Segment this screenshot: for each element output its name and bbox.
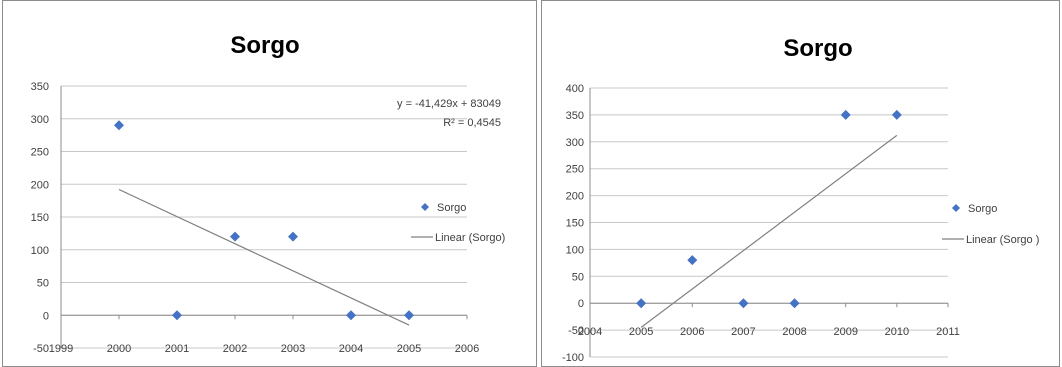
data-point: [230, 231, 240, 242]
x-tick-label: 2007: [731, 326, 755, 338]
legend-marker: [421, 203, 429, 211]
x-tick-label: 2003: [281, 343, 305, 355]
x-tick-label: 2005: [629, 326, 653, 338]
data-point: [636, 298, 647, 309]
chart-title: Sorgo: [230, 32, 299, 59]
y-tick-label: 150: [31, 212, 49, 224]
y-tick-label: 100: [566, 244, 584, 256]
x-tick-label: 2011: [936, 326, 960, 338]
chart-left-svg: Sorgo -50 0 50 100 150 200 250 300 350 1999 2000 200…: [31, 32, 506, 355]
x-tick-label: 2006: [455, 343, 479, 355]
data-point: [891, 109, 902, 120]
data-point: [687, 255, 698, 266]
y-tick-label: 200: [566, 191, 584, 203]
trendline: [640, 134, 898, 328]
y-tick-label: -50: [33, 343, 49, 355]
trendline-r-squared: R² = 0,4545: [443, 117, 501, 129]
y-tick-label: 50: [37, 278, 49, 290]
x-tick-label: 2000: [107, 343, 131, 355]
x-tick-label: 2004: [578, 326, 602, 338]
data-point: [404, 310, 414, 321]
x-tick-label: 2008: [782, 326, 806, 338]
y-tick-label: 100: [31, 245, 49, 257]
data-point: [840, 109, 851, 120]
y-tick-label: 0: [578, 298, 584, 310]
data-point: [738, 298, 749, 309]
data-point: [346, 310, 356, 321]
y-tick-label: 350: [566, 110, 584, 122]
y-tick-label: 200: [31, 179, 49, 191]
y-tick-label: 300: [31, 114, 49, 126]
chart-title: Sorgo: [783, 35, 852, 62]
y-tick-label: 50: [572, 271, 584, 283]
x-tick-label: 2009: [833, 326, 857, 338]
y-tick-label: 250: [31, 147, 49, 159]
legend-label: Sorgo: [437, 202, 466, 214]
x-tick-label: 2010: [885, 326, 909, 338]
y-tick-label: 400: [566, 83, 584, 95]
y-tick-label: 150: [566, 218, 584, 230]
data-point: [288, 231, 298, 242]
x-tick-label: 2002: [223, 343, 247, 355]
chart-panel-right: Sorgo -100 -50 0 50 100 150 200 250 300 350 400 2004…: [541, 0, 1060, 367]
y-tick-label: 0: [43, 310, 49, 322]
x-tick-label: 2001: [165, 343, 189, 355]
chart-panel-left: Sorgo -50 0 50 100 150 200 250 300 350 1999 2000 200…: [2, 0, 537, 367]
y-tick-label: 350: [31, 81, 49, 93]
legend-trendline-label: Linear (Sorgo ): [966, 234, 1039, 246]
data-point: [172, 310, 182, 321]
y-tick-label: -100: [562, 352, 584, 364]
x-tick-label: 2005: [397, 343, 421, 355]
legend-label: Sorgo: [968, 203, 997, 215]
legend-marker: [952, 204, 960, 212]
x-tick-label: 1999: [49, 343, 73, 355]
x-tick-label: 2004: [339, 343, 363, 355]
y-tick-label: 300: [566, 137, 584, 149]
trendline-equation: y = -41,429x + 83049: [397, 98, 501, 110]
y-tick-label: -50: [568, 325, 584, 337]
data-point: [789, 298, 800, 309]
chart-right-svg: Sorgo -100 -50 0 50 100 150 200 250 300 350 400 2004…: [562, 35, 1039, 364]
x-tick-label: 2006: [680, 326, 704, 338]
data-point: [114, 120, 124, 131]
legend-trendline-label: Linear (Sorgo): [435, 232, 505, 244]
trendline: [118, 188, 410, 326]
y-tick-label: 250: [566, 164, 584, 176]
